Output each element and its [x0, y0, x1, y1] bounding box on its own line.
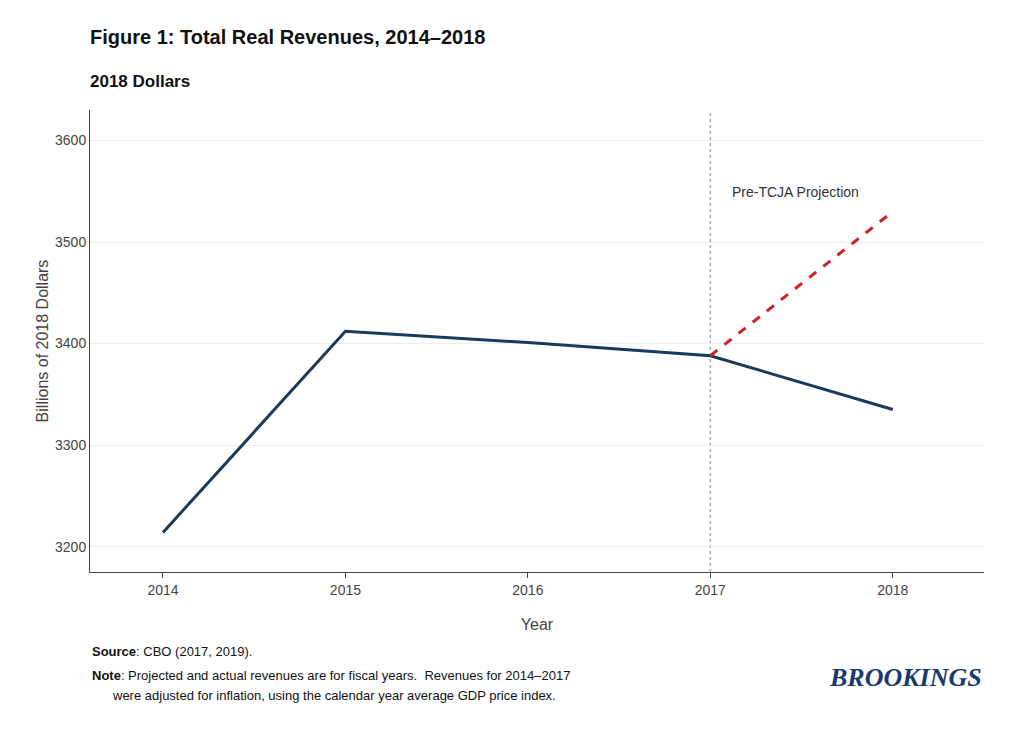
svg-text:BROOKINGS: BROOKINGS	[829, 663, 982, 692]
svg-text:Source: CBO (2017, 2019).: Source: CBO (2017, 2019).	[92, 644, 252, 659]
svg-text:2017: 2017	[695, 582, 726, 598]
svg-text:3500: 3500	[55, 234, 86, 250]
svg-text:3200: 3200	[55, 539, 86, 555]
svg-text:2018 Dollars: 2018 Dollars	[90, 72, 190, 91]
svg-text:Year: Year	[521, 616, 554, 633]
svg-text:Billions of 2018 Dollars: Billions of 2018 Dollars	[34, 260, 51, 423]
svg-text:2016: 2016	[512, 582, 543, 598]
svg-text:2015: 2015	[330, 582, 361, 598]
svg-text:3400: 3400	[55, 335, 86, 351]
svg-text:Pre-TCJA Projection: Pre-TCJA Projection	[732, 184, 859, 200]
svg-text:were adjusted for inflation, u: were adjusted for inflation, using the c…	[112, 688, 556, 703]
svg-text:3600: 3600	[55, 132, 86, 148]
svg-text:2018: 2018	[877, 582, 908, 598]
svg-text:Figure 1: Total Real Revenues,: Figure 1: Total Real Revenues, 2014–2018	[90, 26, 485, 48]
svg-text:Note: Projected and actual rev: Note: Projected and actual revenues are …	[92, 668, 570, 683]
svg-text:2014: 2014	[147, 582, 178, 598]
svg-text:3300: 3300	[55, 437, 86, 453]
